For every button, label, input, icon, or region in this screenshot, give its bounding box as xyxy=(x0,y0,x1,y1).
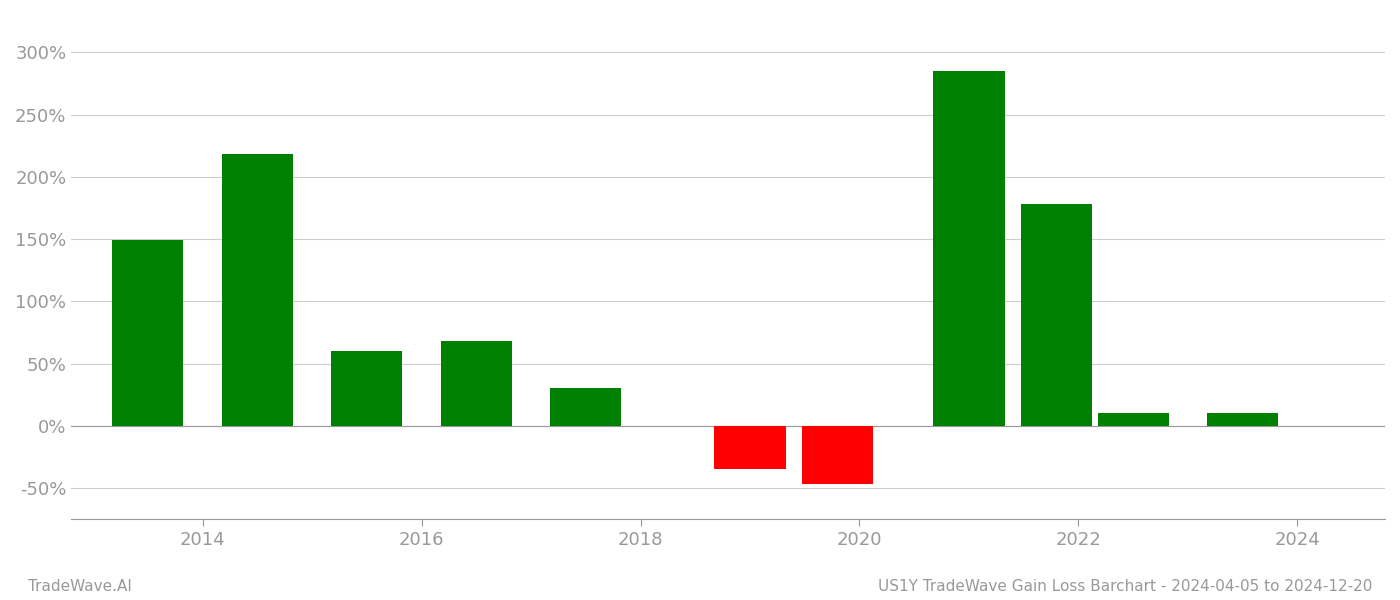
Bar xyxy=(550,388,622,426)
Bar xyxy=(332,351,402,426)
Bar xyxy=(441,341,512,426)
Bar xyxy=(1021,204,1092,426)
Bar xyxy=(802,426,874,484)
Bar xyxy=(1207,413,1278,426)
Text: TradeWave.AI: TradeWave.AI xyxy=(28,579,132,594)
Bar xyxy=(1098,413,1169,426)
Text: US1Y TradeWave Gain Loss Barchart - 2024-04-05 to 2024-12-20: US1Y TradeWave Gain Loss Barchart - 2024… xyxy=(878,579,1372,594)
Bar xyxy=(714,426,785,469)
Bar xyxy=(112,241,183,426)
Bar xyxy=(221,154,293,426)
Bar xyxy=(934,71,1005,426)
